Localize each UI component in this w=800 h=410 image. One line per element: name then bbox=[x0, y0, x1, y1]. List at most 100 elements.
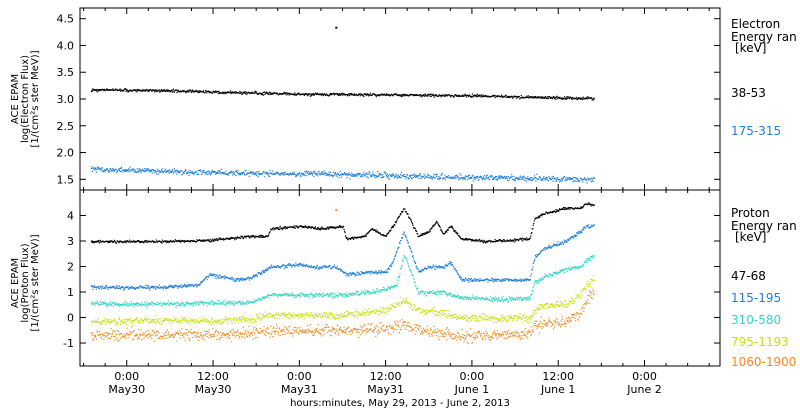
data-point bbox=[320, 172, 322, 174]
data-point bbox=[344, 230, 346, 233]
data-point bbox=[502, 296, 504, 298]
data-point bbox=[306, 293, 308, 296]
data-point bbox=[194, 302, 196, 304]
data-point bbox=[335, 267, 338, 269]
data-point bbox=[347, 274, 349, 277]
data-point bbox=[183, 241, 186, 243]
data-point bbox=[521, 299, 523, 301]
data-point bbox=[498, 240, 500, 242]
data-point bbox=[261, 94, 264, 96]
data-point bbox=[547, 275, 549, 277]
data-point bbox=[197, 302, 199, 304]
data-point bbox=[188, 302, 190, 304]
data-point bbox=[553, 245, 555, 247]
data-point bbox=[313, 175, 315, 177]
data-point bbox=[334, 227, 337, 230]
data-point bbox=[371, 270, 373, 272]
data-point bbox=[519, 175, 521, 177]
data-point bbox=[146, 170, 148, 172]
data-point bbox=[170, 172, 172, 174]
data-point bbox=[411, 222, 413, 224]
data-point bbox=[453, 177, 455, 179]
data-point bbox=[379, 270, 381, 272]
data-point bbox=[374, 272, 376, 274]
data-point bbox=[269, 175, 271, 177]
data-point bbox=[292, 294, 294, 296]
data-point bbox=[353, 94, 355, 96]
data-point bbox=[475, 279, 477, 281]
data-point bbox=[199, 284, 201, 286]
data-point bbox=[572, 96, 574, 99]
data-point bbox=[298, 263, 300, 266]
data-point bbox=[314, 170, 316, 172]
data-point bbox=[552, 211, 554, 214]
data-point bbox=[300, 292, 302, 294]
data-point bbox=[456, 95, 458, 98]
data-point bbox=[510, 176, 512, 178]
data-point bbox=[544, 178, 546, 180]
data-point bbox=[132, 90, 134, 92]
data-point bbox=[285, 92, 287, 94]
data-point bbox=[510, 239, 512, 241]
data-point bbox=[585, 227, 587, 229]
data-point bbox=[327, 266, 330, 268]
data-point bbox=[223, 239, 225, 241]
data-point bbox=[577, 232, 579, 234]
data-point bbox=[477, 240, 479, 242]
data-point bbox=[329, 171, 332, 174]
data-point bbox=[191, 172, 193, 174]
data-point bbox=[338, 174, 341, 176]
data-point bbox=[405, 258, 408, 260]
data-point bbox=[547, 245, 549, 247]
data-point bbox=[521, 298, 523, 300]
data-point bbox=[457, 295, 459, 297]
data-point bbox=[173, 91, 175, 93]
data-point bbox=[501, 298, 503, 300]
data-point bbox=[396, 250, 398, 252]
data-point bbox=[151, 301, 153, 303]
data-point bbox=[519, 98, 521, 100]
data-point bbox=[142, 88, 144, 91]
data-point bbox=[432, 225, 434, 227]
data-point bbox=[552, 245, 554, 247]
data-point bbox=[577, 207, 579, 209]
data-point bbox=[443, 267, 445, 269]
data-point bbox=[288, 94, 290, 96]
data-point bbox=[321, 296, 323, 298]
data-point bbox=[168, 169, 170, 171]
data-point bbox=[531, 179, 533, 181]
data-point bbox=[500, 175, 502, 177]
electron-plot-frame bbox=[79, 7, 721, 191]
data-point bbox=[368, 290, 370, 293]
data-point bbox=[148, 169, 150, 171]
data-point bbox=[183, 172, 185, 175]
data-point bbox=[348, 172, 350, 174]
data-point bbox=[282, 174, 284, 176]
data-point bbox=[103, 169, 106, 171]
data-point bbox=[313, 267, 315, 269]
data-point bbox=[271, 93, 273, 95]
data-point bbox=[367, 93, 369, 95]
data-point bbox=[389, 265, 391, 267]
data-point bbox=[159, 171, 161, 173]
data-point bbox=[550, 178, 553, 181]
data-point bbox=[387, 232, 389, 234]
data-point bbox=[483, 174, 486, 177]
data-point bbox=[390, 175, 392, 177]
data-point bbox=[109, 286, 111, 288]
data-point bbox=[454, 175, 456, 177]
data-point bbox=[312, 226, 314, 228]
data-point bbox=[319, 266, 321, 268]
data-point bbox=[239, 278, 241, 280]
data-point bbox=[282, 173, 284, 175]
data-point bbox=[524, 299, 526, 301]
data-point bbox=[243, 302, 245, 304]
data-point bbox=[298, 295, 300, 297]
data-point bbox=[232, 92, 234, 94]
data-point bbox=[196, 286, 198, 288]
data-point bbox=[481, 239, 483, 241]
data-point bbox=[232, 279, 234, 281]
data-point bbox=[317, 293, 319, 295]
data-point bbox=[465, 96, 467, 98]
data-point bbox=[169, 240, 171, 243]
